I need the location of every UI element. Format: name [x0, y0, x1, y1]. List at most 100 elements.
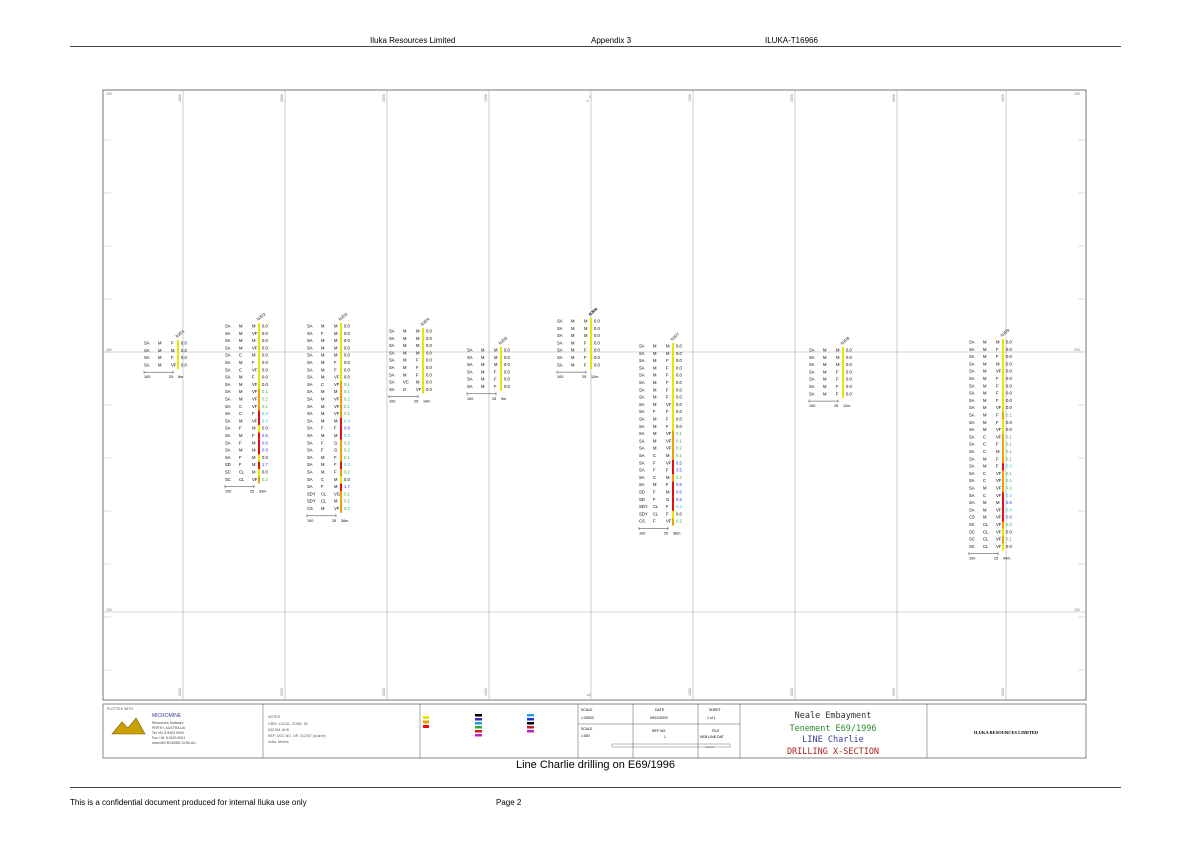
log-sorting: M	[321, 418, 325, 423]
hm-value: 0.2	[262, 397, 268, 402]
log-lithology: SA	[969, 340, 975, 345]
log-sorting: C	[983, 493, 986, 498]
log-grainsize: M	[416, 343, 420, 348]
log-lithology: SA	[225, 397, 231, 402]
log-sorting: M	[653, 446, 657, 451]
log-lithology: SA	[969, 486, 975, 491]
log-lithology: SA	[307, 433, 313, 438]
hm-value: 0.2	[676, 446, 682, 451]
scale-label: SCALE	[581, 708, 593, 712]
log-lithology: SA	[389, 343, 395, 348]
log-grainsize: VF	[334, 411, 340, 416]
date-label: DATE	[655, 708, 665, 712]
section-frame: 4000 4000 3000 3000 2000 2000 1000 1000 0 0 1000 10…	[102, 89, 1087, 701]
hm-value: 0.0	[426, 329, 432, 334]
hm-bar	[842, 347, 844, 355]
log-lithology: SA	[307, 389, 313, 394]
scale-value: 1:25000	[581, 716, 594, 720]
log-lithology: SA	[225, 418, 231, 423]
log-lithology: SA	[307, 411, 313, 416]
scale-label-mid: 25	[664, 532, 668, 536]
header-report-id: ILUKA-T16966	[765, 36, 818, 45]
log-lithology: SC	[225, 470, 231, 475]
log-grainsize: F	[836, 377, 839, 382]
log-sorting: M	[321, 455, 325, 460]
hm-value: 0.2	[676, 519, 682, 524]
hm-value: 0.0	[504, 348, 510, 353]
hm-value: 0.0	[262, 375, 268, 380]
log-sorting: M	[571, 319, 575, 324]
hm-value: 0.0	[262, 324, 268, 329]
header-appendix: Appendix 3	[591, 36, 632, 45]
metric-scale-bar	[611, 743, 731, 748]
hm-value: 0.0	[426, 336, 432, 341]
log-sorting: M	[983, 354, 987, 359]
log-grainsize: F	[666, 409, 669, 414]
hm-value: 0.1	[344, 455, 350, 460]
log-sorting: M	[571, 326, 575, 331]
hm-bar	[672, 408, 674, 416]
hm-bar	[258, 410, 260, 418]
log-sorting: M	[571, 348, 575, 353]
log-sorting: F	[239, 440, 242, 445]
scale-label-mid: 25	[834, 404, 838, 408]
log-grainsize: F	[416, 372, 419, 377]
log-grainsize: M	[252, 448, 256, 453]
log-sorting: M	[983, 500, 987, 505]
log-sorting: M	[823, 348, 827, 353]
log-grainsize: F	[334, 470, 337, 475]
log-lithology: SC	[225, 477, 231, 482]
log-lithology: SA	[225, 440, 231, 445]
hm-bar	[672, 489, 674, 497]
tenement-name: Tenement E69/1996	[790, 724, 877, 734]
log-lithology: SA	[969, 398, 975, 403]
log-sorting: M	[403, 343, 407, 348]
log-sorting: F	[321, 484, 324, 489]
log-lithology: SA	[225, 382, 231, 387]
log-lithology: SA	[639, 417, 645, 422]
hm-bar	[258, 425, 260, 433]
scale-label-depth: 12m	[843, 404, 850, 408]
log-lithology: SA	[225, 375, 231, 380]
x-tick-bottom: 1000	[688, 688, 692, 696]
log-lithology: SA	[969, 420, 975, 425]
log-sorting: F	[239, 426, 242, 431]
hm-value: 0.0	[426, 387, 432, 392]
hm-bar	[672, 343, 674, 351]
log-grainsize: M	[334, 338, 338, 343]
hm-value: 0.0	[262, 353, 268, 358]
hm-value: 0.0	[1006, 427, 1012, 432]
log-lithology: SA	[307, 324, 313, 329]
hm-value: 0.2	[676, 475, 682, 480]
log-grainsize: VF	[252, 345, 258, 350]
log-lithology: SA	[969, 391, 975, 396]
log-sorting: CL	[983, 529, 989, 534]
hm-value: 0.0	[676, 365, 682, 370]
hm-bar	[258, 344, 260, 353]
hm-value: 0.0	[676, 417, 682, 422]
log-sorting: M	[571, 340, 575, 345]
log-lithology: SA	[639, 358, 645, 363]
hm-value: 0.0	[181, 355, 187, 360]
hm-value: 0.5	[1006, 500, 1012, 505]
log-lithology: SA	[639, 446, 645, 451]
log-grainsize: F	[494, 377, 497, 382]
log-lithology: SA	[307, 367, 313, 372]
log-grainsize: M	[334, 345, 338, 350]
hm-value: 0.0	[846, 384, 852, 389]
hm-value: 0.1	[344, 382, 350, 387]
hm-bar	[672, 518, 674, 526]
hm-bar	[672, 372, 674, 380]
log-grainsize: F	[836, 384, 839, 389]
header-company: Iluka Resources Limited	[370, 36, 456, 45]
log-lithology: SA	[144, 362, 150, 367]
log-grainsize: M	[416, 336, 420, 341]
hm-bar	[258, 461, 260, 469]
software-detail: Fax +61 8 9423 9001	[152, 736, 185, 740]
hm-value: 0.0	[344, 477, 350, 482]
log-grainsize: VF	[252, 418, 258, 423]
log-grainsize: VF	[996, 493, 1002, 498]
hm-value: 0.0	[1006, 391, 1012, 396]
log-lithology: SD	[225, 462, 231, 467]
hm-value: 1.7	[262, 462, 268, 467]
